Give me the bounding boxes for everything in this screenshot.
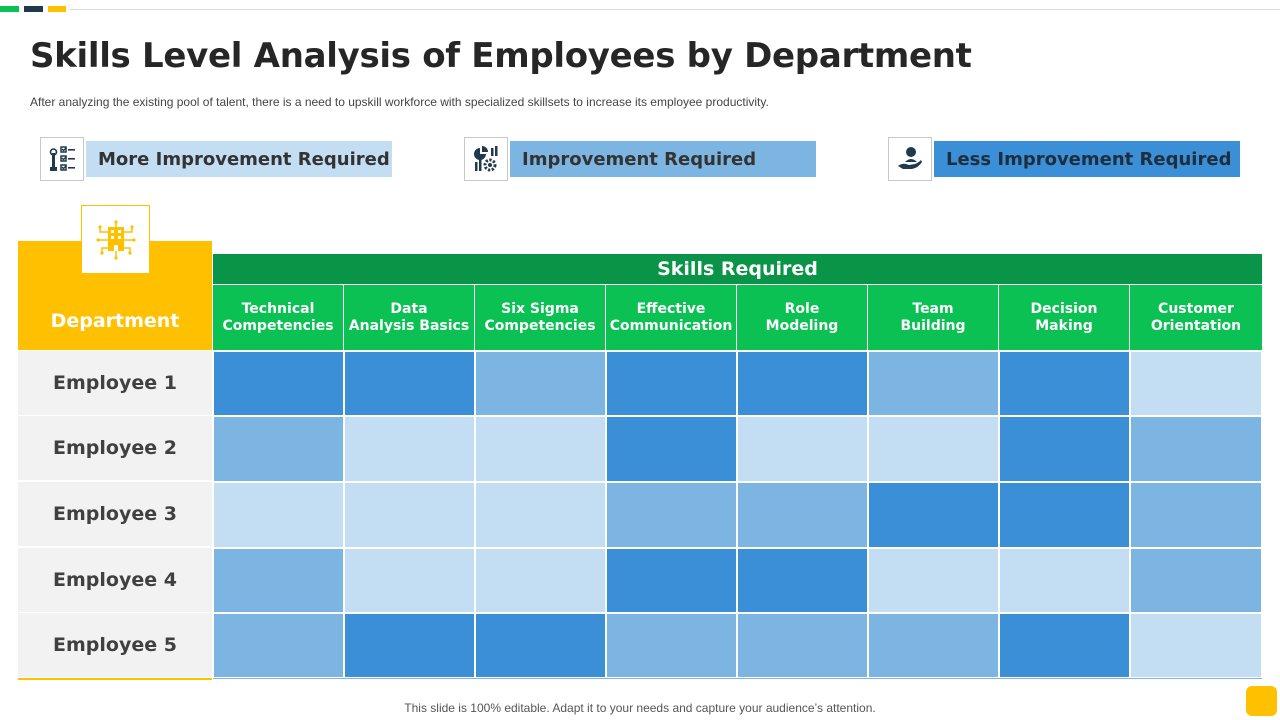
- legend-item-more-improvement: More Improvement Required: [40, 137, 392, 183]
- employee-label: Employee 1: [18, 351, 212, 416]
- skill-level-cell: [1130, 351, 1262, 416]
- page-subtitle: After analyzing the existing pool of tal…: [30, 95, 769, 109]
- skill-level-cell: [344, 613, 475, 678]
- legend-label: Less Improvement Required: [934, 141, 1240, 177]
- skill-header-six-sigma-competencies: Six Sigma Competencies: [475, 285, 606, 350]
- skill-header-team-building: Team Building: [868, 285, 999, 350]
- skill-header-customer-orientation: Customer Orientation: [1130, 285, 1262, 350]
- employee-label: Employee 3: [18, 482, 212, 547]
- skill-level-cell: [999, 351, 1130, 416]
- skill-level-cell: [1130, 482, 1262, 548]
- skill-level-cell: [737, 613, 868, 678]
- skill-level-cell: [737, 416, 868, 482]
- skill-header-data-analysis-basics: Data Analysis Basics: [344, 285, 475, 350]
- skill-level-cell: [1130, 613, 1262, 678]
- skill-header-role-modeling: Role Modeling: [737, 285, 868, 350]
- employee-label: Employee 2: [18, 416, 212, 481]
- skill-level-cell: [606, 351, 737, 416]
- skill-level-cell: [344, 416, 475, 482]
- skill-level-cell: [1130, 548, 1262, 613]
- skill-level-cell: [606, 416, 737, 482]
- skill-header-effective-communication: Effective Communication: [606, 285, 737, 350]
- skill-level-cell: [213, 416, 344, 482]
- employee-label: Employee 4: [18, 548, 212, 613]
- skill-level-cell: [868, 482, 999, 548]
- skill-header-technical-competencies: Technical Competencies: [213, 285, 344, 350]
- skill-level-cell: [475, 482, 606, 548]
- skills-required-header: Skills Required: [213, 254, 1262, 284]
- skill-level-cell: [868, 416, 999, 482]
- skill-level-cell: [868, 351, 999, 416]
- skill-level-cell: [475, 613, 606, 678]
- skill-level-cell: [999, 613, 1130, 678]
- employee-label: Employee 5: [18, 613, 212, 678]
- skill-level-cell: [213, 351, 344, 416]
- skill-level-cell: [475, 416, 606, 482]
- skill-level-cell: [868, 613, 999, 678]
- corner-button[interactable]: [1246, 686, 1277, 716]
- skill-level-cell: [737, 351, 868, 416]
- skill-level-cell: [737, 548, 868, 613]
- legend-label: More Improvement Required: [86, 141, 392, 177]
- accent-bar-green: [0, 6, 19, 12]
- footer-note: This slide is 100% editable. Adapt it to…: [404, 701, 876, 715]
- person-hand-icon: [888, 137, 932, 181]
- skill-level-cell: [344, 351, 475, 416]
- skill-level-cell: [999, 482, 1130, 548]
- skill-level-cell: [606, 548, 737, 613]
- legend-item-improvement: Improvement Required: [464, 137, 816, 183]
- bottom-rule-table: [213, 678, 1262, 679]
- skill-level-cell: [475, 548, 606, 613]
- accent-bar-navy: [24, 6, 43, 12]
- accent-bar-yellow: [48, 6, 66, 12]
- chart-gear-icon: [464, 137, 508, 181]
- skill-level-cell: [344, 548, 475, 613]
- building-icon: [81, 205, 150, 274]
- skill-level-cell: [999, 548, 1130, 613]
- skill-level-cell: [1130, 416, 1262, 482]
- skill-level-cell: [868, 548, 999, 613]
- skill-level-cell: [737, 482, 868, 548]
- skill-level-cell: [213, 613, 344, 678]
- page-title: Skills Level Analysis of Employees by De…: [30, 36, 972, 76]
- skill-header-decision-making: Decision Making: [999, 285, 1130, 350]
- checklist-wrench-icon: [40, 137, 84, 181]
- top-rule: [70, 9, 1280, 10]
- skill-level-cell: [606, 482, 737, 548]
- bottom-rule: [18, 678, 212, 680]
- legend-item-less-improvement: Less Improvement Required: [888, 137, 1240, 183]
- skill-level-cell: [213, 482, 344, 548]
- skill-level-cell: [606, 613, 737, 678]
- skill-level-cell: [213, 548, 344, 613]
- skill-level-cell: [999, 416, 1130, 482]
- skill-level-cell: [475, 351, 606, 416]
- legend-label: Improvement Required: [510, 141, 816, 177]
- skill-level-cell: [344, 482, 475, 548]
